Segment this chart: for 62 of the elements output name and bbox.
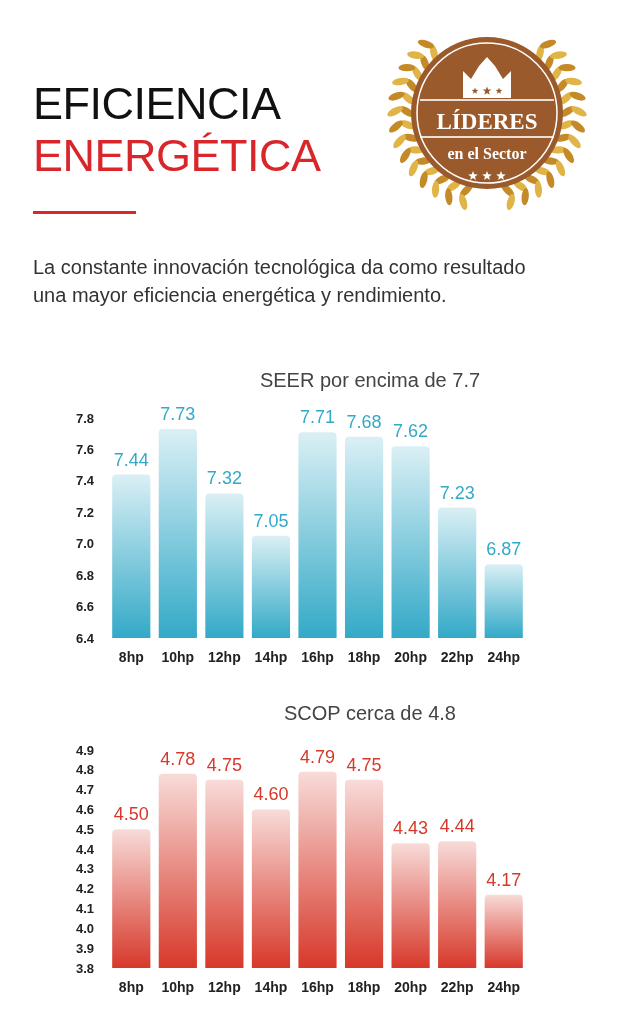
x-tick-label: 10hp [161,649,195,665]
y-tick-label: 7.2 [75,504,94,520]
x-tick-label: 8hp [118,979,144,995]
data-label: 4.60 [253,784,289,805]
y-tick-label: 6.4 [75,630,95,646]
y-tick-label: 3.8 [75,960,94,976]
y-tick-label: 4.1 [75,901,94,917]
x-tick-label: 16hp [301,979,334,995]
x-tick-label: 12hp [208,649,241,665]
chart-title: SCOP cerca de 4.8 [284,702,456,724]
data-label: 7.68 [346,411,382,432]
y-tick-label: 7.6 [75,441,94,457]
data-label: 7.62 [393,421,429,442]
y-tick-label: 7.8 [75,410,94,426]
data-label: 4.50 [113,804,149,825]
data-label: 4.75 [346,754,382,775]
text: en el Sector [446,144,528,164]
y-tick-label: 7.0 [75,536,94,552]
data-label: 4.75 [206,754,242,775]
y-tick-label: 3.9 [75,940,94,956]
data-label: 7.23 [439,482,475,503]
x-tick-label: 10hp [161,979,195,995]
data-label: 7.05 [253,510,289,531]
data-label: 4.44 [439,816,475,837]
data-label: 4.78 [160,748,196,769]
x-tick-label: 22hp [440,979,474,995]
y-tick-label: 4.9 [75,742,94,758]
y-tick-label: 4.0 [75,920,94,936]
chart-title: SEER por encima de 7.7 [259,369,481,391]
y-tick-label: 4.3 [75,861,94,877]
x-tick-label: 14hp [254,649,288,665]
x-tick-label: 16hp [301,649,334,665]
y-tick-label: 4.4 [75,841,95,857]
data-label: 7.44 [113,449,149,470]
x-tick-label: 20hp [394,649,427,665]
y-tick-label: 6.6 [75,599,94,615]
x-tick-label: 22hp [440,649,474,665]
data-label: 7.71 [299,407,336,428]
y-tick-label: 4.2 [75,881,94,897]
data-label: 4.79 [299,746,336,767]
data-label: 4.17 [486,869,522,890]
x-tick-label: 24hp [487,649,521,665]
y-tick-label: 4.8 [75,762,94,778]
text: EFICIENCIA ENERGÉTICA [33,78,321,182]
x-tick-label: 18hp [347,649,381,665]
text: LÍDERES [435,108,539,136]
y-tick-label: 6.8 [75,567,94,583]
data-label: 4.43 [393,818,429,839]
data-label: 6.87 [486,539,522,560]
x-tick-label: 8hp [118,649,144,665]
text: La constante innovación tecnológica da como resultado una mayor eficiencia energética y rendimiento. [33,255,527,308]
data-label: 7.73 [160,404,196,424]
x-tick-label: 20hp [394,979,427,995]
x-tick-label: 12hp [208,979,241,995]
x-tick-label: 14hp [254,979,288,995]
y-tick-label: 4.6 [75,801,94,817]
data-label: 7.32 [206,468,242,489]
y-tick-label: 7.4 [75,473,95,489]
y-tick-label: 4.5 [75,821,94,837]
y-tick-label: 4.7 [75,782,94,798]
x-tick-label: 24hp [487,979,521,995]
x-tick-label: 18hp [347,979,381,995]
